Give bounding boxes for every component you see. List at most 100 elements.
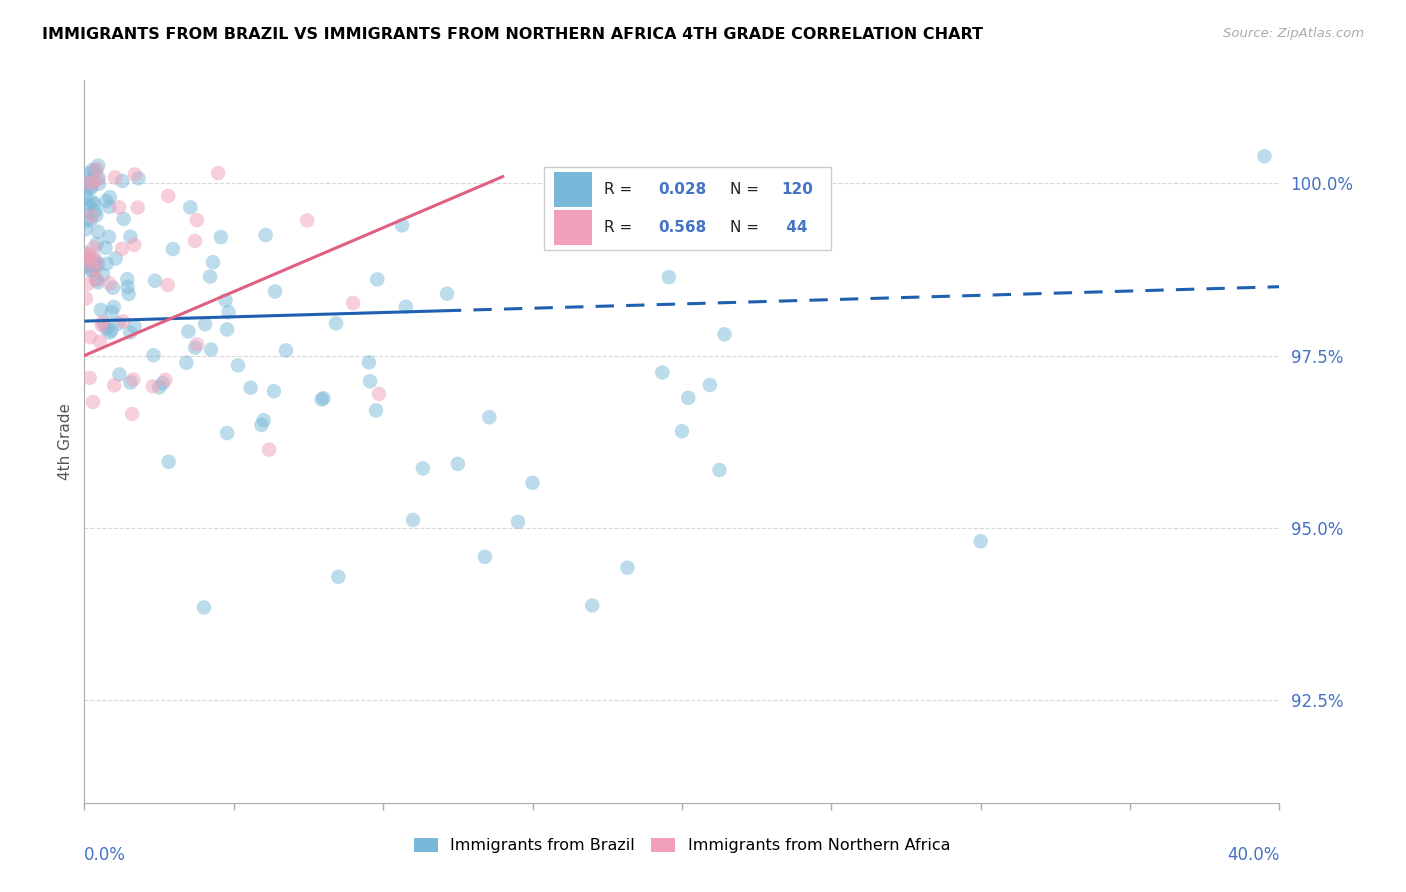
Point bbox=[98, 277, 121, 291]
Point bbox=[87, 275, 110, 289]
Point bbox=[82, 194, 104, 209]
Point bbox=[87, 257, 110, 271]
Text: Source: ZipAtlas.com: Source: ZipAtlas.com bbox=[1223, 27, 1364, 40]
Point bbox=[75, 191, 97, 205]
Text: 0.568: 0.568 bbox=[658, 220, 706, 235]
Point bbox=[82, 162, 104, 177]
Point bbox=[436, 286, 458, 301]
Point bbox=[157, 455, 180, 469]
Point bbox=[87, 225, 110, 239]
Point bbox=[96, 194, 118, 208]
Point bbox=[312, 391, 335, 405]
Point bbox=[179, 200, 201, 214]
Point bbox=[328, 570, 350, 584]
Point bbox=[87, 172, 110, 186]
Point bbox=[207, 166, 229, 180]
Point bbox=[93, 317, 115, 331]
Point bbox=[80, 212, 103, 227]
Point bbox=[970, 534, 993, 549]
Point bbox=[506, 515, 529, 529]
Point bbox=[87, 177, 110, 191]
Text: 0.028: 0.028 bbox=[658, 182, 706, 197]
Point bbox=[366, 272, 388, 286]
Point bbox=[80, 263, 103, 277]
Point bbox=[108, 368, 131, 382]
Point bbox=[73, 204, 96, 219]
Point bbox=[217, 322, 239, 336]
Point bbox=[77, 198, 100, 212]
Point bbox=[100, 323, 122, 337]
Point bbox=[184, 234, 207, 248]
Point bbox=[651, 366, 673, 380]
Point bbox=[581, 599, 603, 613]
Text: IMMIGRANTS FROM BRAZIL VS IMMIGRANTS FROM NORTHERN AFRICA 4TH GRADE CORRELATION : IMMIGRANTS FROM BRAZIL VS IMMIGRANTS FRO… bbox=[42, 27, 983, 42]
Point bbox=[76, 167, 98, 181]
Point bbox=[75, 254, 97, 268]
Text: R =: R = bbox=[605, 182, 637, 197]
Point bbox=[80, 181, 103, 195]
Text: N =: N = bbox=[730, 220, 763, 235]
Point bbox=[84, 259, 107, 273]
Point bbox=[142, 348, 165, 362]
Point bbox=[75, 251, 97, 265]
Point bbox=[713, 327, 735, 342]
Text: 40.0%: 40.0% bbox=[1227, 847, 1279, 864]
Point bbox=[111, 242, 134, 256]
Point bbox=[89, 334, 111, 349]
Point bbox=[474, 549, 496, 564]
Point bbox=[84, 272, 107, 286]
Point bbox=[676, 391, 699, 405]
Point bbox=[264, 285, 287, 299]
Point bbox=[76, 176, 98, 190]
Text: 44: 44 bbox=[782, 220, 807, 235]
Point bbox=[274, 343, 297, 358]
Text: N =: N = bbox=[730, 182, 763, 197]
Point bbox=[194, 317, 217, 331]
Point bbox=[82, 175, 104, 189]
Point bbox=[120, 326, 142, 340]
Point bbox=[80, 263, 103, 277]
Point bbox=[86, 236, 108, 251]
Point bbox=[254, 227, 277, 242]
Text: 0.0%: 0.0% bbox=[84, 847, 127, 864]
Point bbox=[142, 379, 165, 393]
Point bbox=[112, 211, 135, 226]
Point bbox=[77, 277, 100, 291]
Point bbox=[90, 302, 112, 317]
FancyBboxPatch shape bbox=[554, 211, 592, 245]
Point bbox=[83, 197, 105, 211]
Point bbox=[79, 371, 101, 385]
Point bbox=[75, 222, 97, 236]
Point bbox=[84, 254, 107, 268]
Point bbox=[186, 213, 208, 227]
Point bbox=[201, 255, 224, 269]
Point bbox=[1253, 149, 1275, 163]
Point bbox=[82, 255, 104, 269]
Point bbox=[87, 159, 110, 173]
Point bbox=[391, 219, 413, 233]
Point bbox=[120, 376, 142, 390]
Point bbox=[128, 171, 150, 186]
Point bbox=[77, 247, 100, 261]
Point bbox=[395, 300, 418, 314]
Point bbox=[122, 372, 145, 386]
Point bbox=[127, 201, 149, 215]
Point bbox=[117, 280, 139, 294]
Point bbox=[94, 241, 117, 255]
Point bbox=[98, 229, 121, 244]
Point bbox=[478, 410, 501, 425]
Point bbox=[83, 252, 105, 266]
Point bbox=[156, 277, 179, 292]
Point bbox=[157, 189, 180, 203]
Point bbox=[86, 161, 108, 176]
Point bbox=[311, 392, 333, 407]
Point bbox=[198, 269, 221, 284]
Point bbox=[104, 252, 127, 266]
Point bbox=[177, 325, 200, 339]
Legend: Immigrants from Brazil, Immigrants from Northern Africa: Immigrants from Brazil, Immigrants from … bbox=[408, 831, 956, 860]
Point bbox=[342, 296, 364, 310]
Point bbox=[217, 426, 239, 441]
Point bbox=[108, 200, 131, 214]
Point bbox=[214, 293, 236, 308]
Point bbox=[325, 317, 347, 331]
